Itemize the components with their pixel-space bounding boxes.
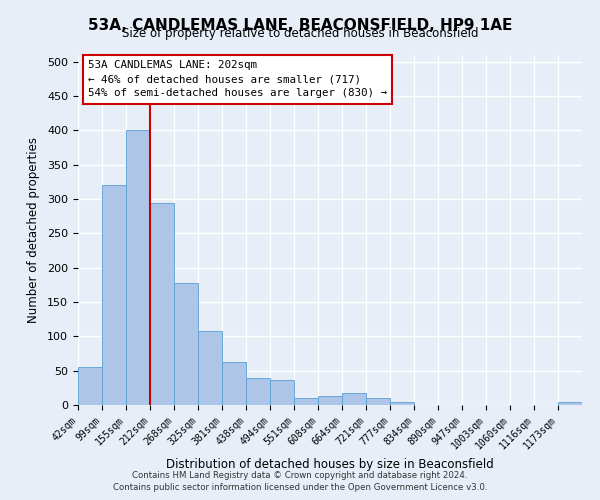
Bar — [222, 362, 246, 405]
Bar — [150, 202, 174, 405]
Bar — [366, 398, 390, 405]
Bar — [342, 392, 366, 405]
Y-axis label: Number of detached properties: Number of detached properties — [27, 137, 40, 323]
Bar — [198, 331, 222, 405]
Text: 53A CANDLEMAS LANE: 202sqm
← 46% of detached houses are smaller (717)
54% of sem: 53A CANDLEMAS LANE: 202sqm ← 46% of deta… — [88, 60, 387, 98]
Bar — [102, 186, 126, 405]
Bar — [558, 402, 582, 405]
Text: 53A, CANDLEMAS LANE, BEACONSFIELD, HP9 1AE: 53A, CANDLEMAS LANE, BEACONSFIELD, HP9 1… — [88, 18, 512, 32]
Bar — [174, 283, 198, 405]
Bar — [126, 130, 150, 405]
Text: Contains HM Land Registry data © Crown copyright and database right 2024.
Contai: Contains HM Land Registry data © Crown c… — [113, 471, 487, 492]
Bar — [294, 398, 318, 405]
Bar — [246, 378, 270, 405]
Bar — [318, 396, 342, 405]
Bar — [270, 380, 294, 405]
Bar — [390, 402, 414, 405]
Text: Size of property relative to detached houses in Beaconsfield: Size of property relative to detached ho… — [122, 28, 478, 40]
Bar — [78, 368, 102, 405]
X-axis label: Distribution of detached houses by size in Beaconsfield: Distribution of detached houses by size … — [166, 458, 494, 471]
